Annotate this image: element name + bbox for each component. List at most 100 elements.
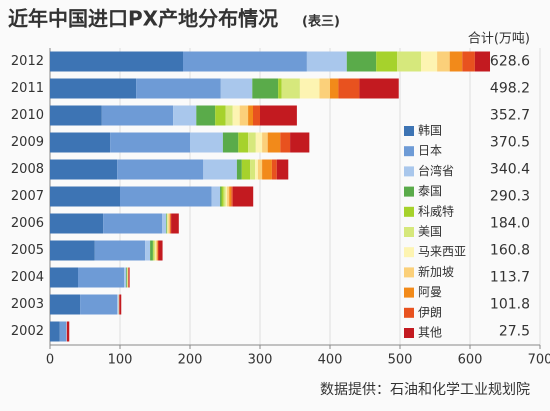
x-tick-label: 0 <box>46 353 54 368</box>
bar-segment <box>66 321 67 342</box>
bar-segment <box>225 105 233 126</box>
bar-segment <box>118 294 120 315</box>
bar-segment <box>124 267 127 288</box>
legend-swatch <box>404 328 414 338</box>
bar-segment <box>250 159 256 180</box>
bar-segment <box>225 186 228 207</box>
bar-segment <box>126 267 127 288</box>
bar-segment <box>262 132 268 153</box>
bar-segment <box>253 105 260 126</box>
bar-segment <box>59 321 67 342</box>
bar-segment <box>223 186 226 207</box>
legend-label: 马来西亚 <box>418 245 466 259</box>
legend-swatch <box>404 126 414 136</box>
bar-segment <box>167 213 169 234</box>
bar-segment <box>241 159 251 180</box>
bar-segment <box>136 78 221 99</box>
legend-swatch <box>404 166 414 177</box>
bar-segment <box>421 51 438 72</box>
bar-segment <box>239 105 249 126</box>
total-label: 628.6 <box>490 54 530 70</box>
x-tick-label: 700 <box>528 353 550 368</box>
bar-segment <box>171 213 179 234</box>
bar-segment <box>474 51 491 72</box>
x-tick-label: 500 <box>388 353 413 368</box>
bar-segment <box>128 267 130 288</box>
bar-segment <box>222 132 239 153</box>
legend-swatch <box>404 206 414 217</box>
bar-segment <box>220 78 253 99</box>
y-tick-label: 2010 <box>11 108 44 123</box>
y-tick-label: 2012 <box>11 54 44 69</box>
bar-segment <box>157 240 158 261</box>
legend-swatch <box>404 227 414 237</box>
bar-segment <box>168 213 170 234</box>
bar-segment <box>157 240 159 261</box>
bar-segment <box>281 78 300 99</box>
bar-segment <box>290 132 310 153</box>
bar-segment <box>397 51 421 72</box>
bar-segment <box>183 51 307 72</box>
x-tick-label: 300 <box>248 353 273 368</box>
bar-segment <box>306 51 347 72</box>
bar-segment <box>227 186 230 207</box>
bar-segment <box>190 132 223 153</box>
x-tick-label: 600 <box>458 353 483 368</box>
bar-segment <box>211 186 221 207</box>
y-tick-label: 2004 <box>11 270 44 285</box>
bar-segment <box>173 105 197 126</box>
x-tick-label: 200 <box>178 353 203 368</box>
bar-segment <box>220 186 222 207</box>
bar-segment <box>215 105 226 126</box>
x-tick-label: 400 <box>318 353 343 368</box>
bar-segment <box>66 321 70 342</box>
bar-segment <box>255 132 263 153</box>
legend-swatch <box>404 186 414 197</box>
bar-segment <box>196 105 216 126</box>
bar-segment <box>50 51 183 72</box>
x-tick-label: 100 <box>108 353 133 368</box>
bar-segment <box>145 240 151 261</box>
bar-segment <box>221 186 224 207</box>
bar-segment <box>170 213 172 234</box>
bar-segment <box>110 132 190 153</box>
legend-label: 其他 <box>418 326 442 340</box>
bar-segment <box>155 240 156 261</box>
bar-segment <box>50 186 120 207</box>
y-tick-label: 2003 <box>11 297 44 312</box>
y-tick-label: 2009 <box>11 135 44 150</box>
bar-segment <box>162 213 167 234</box>
bar-segment <box>50 267 78 288</box>
bar-segment <box>260 105 297 126</box>
legend-label: 台湾省 <box>418 163 454 178</box>
legend-label: 科威特 <box>418 203 454 218</box>
bar-segment <box>103 213 162 234</box>
bar-segment <box>257 159 263 180</box>
bar-segment <box>232 105 240 126</box>
legend-swatch <box>404 267 414 278</box>
legend-label: 阿曼 <box>418 285 442 299</box>
bar-segment <box>437 51 450 72</box>
bar-segment <box>299 78 320 99</box>
bar-segment <box>248 132 256 153</box>
y-tick-label: 2006 <box>11 216 44 231</box>
bar-segment <box>152 240 154 261</box>
bar-segment <box>50 78 137 99</box>
bar-segment <box>330 78 339 99</box>
bar-segment <box>166 213 168 234</box>
bar-segment <box>127 267 128 288</box>
bar-segment <box>153 240 155 261</box>
bar-segment <box>462 51 475 72</box>
legend-label: 泰国 <box>418 184 442 198</box>
bar-segment <box>359 78 399 99</box>
legend-label: 美国 <box>418 225 442 239</box>
bar-segment <box>117 159 204 180</box>
legend-swatch <box>404 146 414 157</box>
bar-segment <box>231 186 233 207</box>
bar-segment <box>449 51 463 72</box>
bar-segment <box>117 294 119 315</box>
bar-segment <box>78 267 125 288</box>
legend-label: 新加坡 <box>418 264 454 279</box>
chart-title: 近年中国进口PX产地分布情况 <box>8 7 278 31</box>
bar-segment <box>50 321 60 342</box>
